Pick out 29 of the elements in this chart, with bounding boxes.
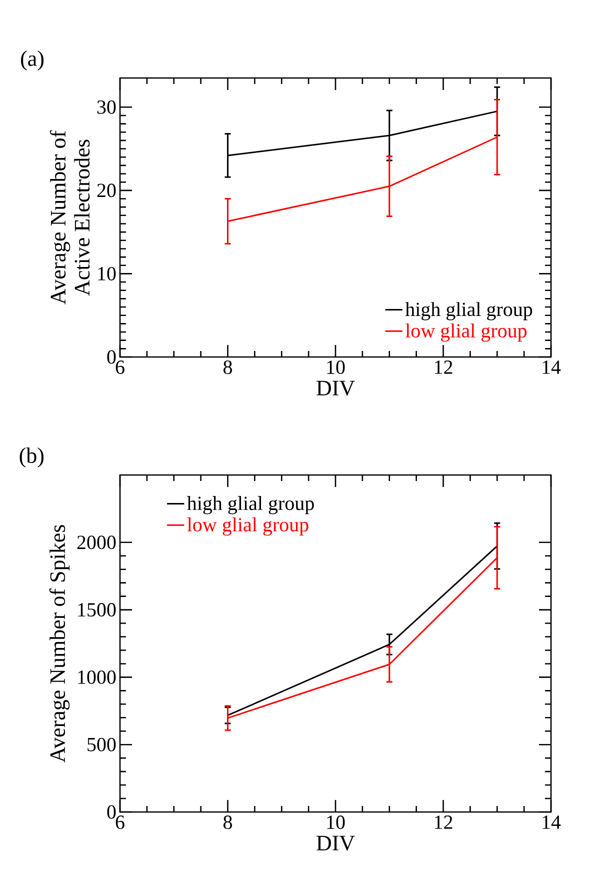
x-tick-label: 8 xyxy=(224,816,232,830)
y-tick-label: 1500 xyxy=(78,603,116,617)
x-tick-label: 12 xyxy=(435,360,452,374)
y-tick-label: 0 xyxy=(107,805,116,819)
legend-label: low glial group xyxy=(187,517,308,536)
x-tick-label: 14 xyxy=(542,360,561,374)
x-tick-label: 10 xyxy=(327,360,345,374)
y-tick-label: 20 xyxy=(97,184,116,198)
chart-title: (b) xyxy=(20,448,44,468)
y-axis-title: Average Number of Active Electrodes xyxy=(50,130,90,304)
y-tick-label: 1000 xyxy=(78,670,116,684)
x-tick-label: 6 xyxy=(116,816,124,829)
y-tick-label: 2000 xyxy=(77,536,116,550)
x-tick-label: 12 xyxy=(435,816,452,829)
legend-label: low glial group xyxy=(406,323,527,342)
x-tick-label: 14 xyxy=(542,816,561,829)
x-axis-title: DIV xyxy=(316,380,355,396)
legend-label: high glial group xyxy=(187,496,314,514)
y-tick-label: 10 xyxy=(98,266,116,280)
chart-title: (a) xyxy=(21,50,44,70)
x-tick-label: 10 xyxy=(327,816,345,830)
y-tick-label: 30 xyxy=(97,100,116,114)
x-axis-title: DIV xyxy=(316,836,355,851)
y-axis-title: Average Number of Spikes xyxy=(49,525,70,763)
legend-label: high glial group xyxy=(405,302,532,320)
x-tick-label: 6 xyxy=(116,360,124,374)
y-tick-label: 500 xyxy=(88,738,116,752)
x-tick-label: 8 xyxy=(224,360,232,374)
y-tick-label: 0 xyxy=(107,350,116,364)
